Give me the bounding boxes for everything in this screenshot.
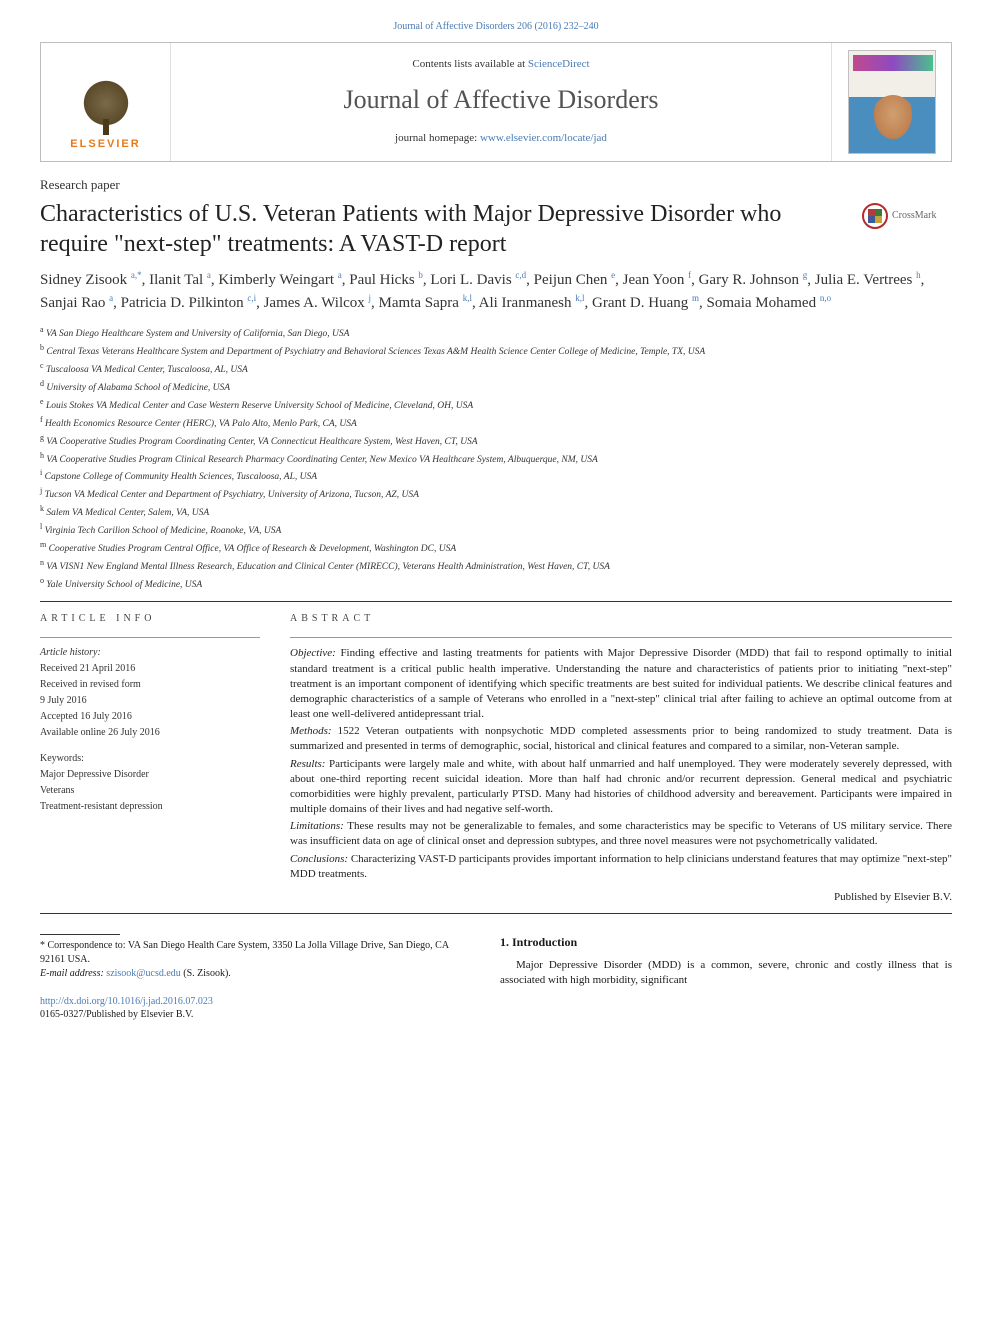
sciencedirect-link[interactable]: ScienceDirect xyxy=(528,58,590,70)
homepage-line: journal homepage: www.elsevier.com/locat… xyxy=(181,131,821,146)
email-label: E-mail address: xyxy=(40,968,106,979)
keyword-0: Major Depressive Disorder xyxy=(40,768,260,782)
history-online: Available online 26 July 2016 xyxy=(40,726,260,740)
affiliation-k: k Salem VA Medical Center, Salem, VA, US… xyxy=(40,503,952,521)
elsevier-logo-box: ELSEVIER xyxy=(41,43,171,161)
affiliation-g: g VA Cooperative Studies Program Coordin… xyxy=(40,432,952,450)
affiliation-b: b Central Texas Veterans Healthcare Syst… xyxy=(40,342,952,360)
history-revised1: Received in revised form xyxy=(40,678,260,692)
affiliation-i: i Capstone College of Community Health S… xyxy=(40,467,952,485)
elsevier-tree-icon xyxy=(71,61,141,131)
intro-col: 1. Introduction Major Depressive Disorde… xyxy=(500,934,952,1021)
article-type: Research paper xyxy=(40,176,952,194)
history-label: Article history: xyxy=(40,646,260,660)
affiliation-d: d University of Alabama School of Medici… xyxy=(40,378,952,396)
affiliation-a: a VA San Diego Healthcare System and Uni… xyxy=(40,324,952,342)
article-title: Characteristics of U.S. Veteran Patients… xyxy=(40,199,850,259)
abstract-text: Objective: Finding effective and lasting… xyxy=(290,646,952,905)
journal-ref: Journal of Affective Disorders 206 (2016… xyxy=(40,20,952,34)
limitations-text: These results may not be generalizable t… xyxy=(290,820,952,847)
history-accepted: Accepted 16 July 2016 xyxy=(40,710,260,724)
affiliation-o: o Yale University School of Medicine, US… xyxy=(40,575,952,593)
journal-cover-icon xyxy=(848,50,936,154)
banner-center: Contents lists available at ScienceDirec… xyxy=(171,49,831,154)
article-history: Article history: Received 21 April 2016 … xyxy=(40,646,260,814)
footnote-rule xyxy=(40,934,120,935)
abstract-col: ABSTRACT Objective: Finding effective an… xyxy=(290,612,952,905)
rule-top xyxy=(40,601,952,602)
objective-label: Objective: xyxy=(290,647,336,659)
methods-label: Methods: xyxy=(290,725,332,737)
article-info-head: ARTICLE INFO xyxy=(40,612,260,626)
contents-prefix: Contents lists available at xyxy=(412,58,527,70)
affiliation-h: h VA Cooperative Studies Program Clinica… xyxy=(40,450,952,468)
affiliation-c: c Tuscaloosa VA Medical Center, Tuscaloo… xyxy=(40,360,952,378)
abstract-head: ABSTRACT xyxy=(290,612,952,626)
email-who: (S. Zisook). xyxy=(181,968,231,979)
abstract-rule xyxy=(290,637,952,638)
crossmark-label: CrossMark xyxy=(892,209,936,223)
results-label: Results: xyxy=(290,758,325,770)
homepage-prefix: journal homepage: xyxy=(395,132,480,144)
authors: Sidney Zisook a,*, Ilanit Tal a, Kimberl… xyxy=(40,269,952,314)
crossmark-badge[interactable]: CrossMark xyxy=(862,203,952,229)
email-line: E-mail address: szisook@ucsd.edu (S. Zis… xyxy=(40,967,460,981)
affiliation-j: j Tucson VA Medical Center and Departmen… xyxy=(40,485,952,503)
keyword-2: Treatment-resistant depression xyxy=(40,800,260,814)
intro-heading: 1. Introduction xyxy=(500,934,952,950)
intro-text: Major Depressive Disorder (MDD) is a com… xyxy=(500,958,952,988)
journal-name: Journal of Affective Disorders xyxy=(181,82,821,117)
email-link[interactable]: szisook@ucsd.edu xyxy=(106,968,180,979)
cover-head-icon xyxy=(871,95,915,143)
elsevier-logo: ELSEVIER xyxy=(61,52,151,152)
issn-line: 0165-0327/Published by Elsevier B.V. xyxy=(40,1009,193,1020)
affiliation-e: e Louis Stokes VA Medical Center and Cas… xyxy=(40,396,952,414)
published-by: Published by Elsevier B.V. xyxy=(290,890,952,905)
footnote-col: * Correspondence to: VA San Diego Health… xyxy=(40,934,460,1021)
doi-link[interactable]: http://dx.doi.org/10.1016/j.jad.2016.07.… xyxy=(40,996,213,1007)
history-received: Received 21 April 2016 xyxy=(40,662,260,676)
crossmark-icon xyxy=(862,203,888,229)
elsevier-wordmark: ELSEVIER xyxy=(70,137,140,152)
correspondence: * Correspondence to: VA San Diego Health… xyxy=(40,939,460,967)
affiliations: a VA San Diego Healthcare System and Uni… xyxy=(40,324,952,593)
doi-block: http://dx.doi.org/10.1016/j.jad.2016.07.… xyxy=(40,995,460,1021)
methods-text: 1522 Veteran outpatients with nonpsychot… xyxy=(290,725,952,752)
cover-thumb-box xyxy=(831,43,951,161)
results-text: Participants were largely male and white… xyxy=(290,758,952,816)
keyword-1: Veterans xyxy=(40,784,260,798)
history-revised2: 9 July 2016 xyxy=(40,694,260,708)
info-rule xyxy=(40,637,260,638)
limitations-label: Limitations: xyxy=(290,820,344,832)
affiliation-n: n VA VISN1 New England Mental Illness Re… xyxy=(40,557,952,575)
keywords-label: Keywords: xyxy=(40,752,260,766)
homepage-link[interactable]: www.elsevier.com/locate/jad xyxy=(480,132,607,144)
conclusions-text: Characterizing VAST-D participants provi… xyxy=(290,853,952,880)
conclusions-label: Conclusions: xyxy=(290,853,348,865)
affiliation-m: m Cooperative Studies Program Central Of… xyxy=(40,539,952,557)
journal-banner: ELSEVIER Contents lists available at Sci… xyxy=(40,42,952,162)
article-info-col: ARTICLE INFO Article history: Received 2… xyxy=(40,612,260,905)
affiliation-l: l Virginia Tech Carilion School of Medic… xyxy=(40,521,952,539)
rule-bottom xyxy=(40,913,952,914)
objective-text: Finding effective and lasting treatments… xyxy=(290,647,952,720)
contents-line: Contents lists available at ScienceDirec… xyxy=(181,57,821,72)
affiliation-f: f Health Economics Resource Center (HERC… xyxy=(40,414,952,432)
